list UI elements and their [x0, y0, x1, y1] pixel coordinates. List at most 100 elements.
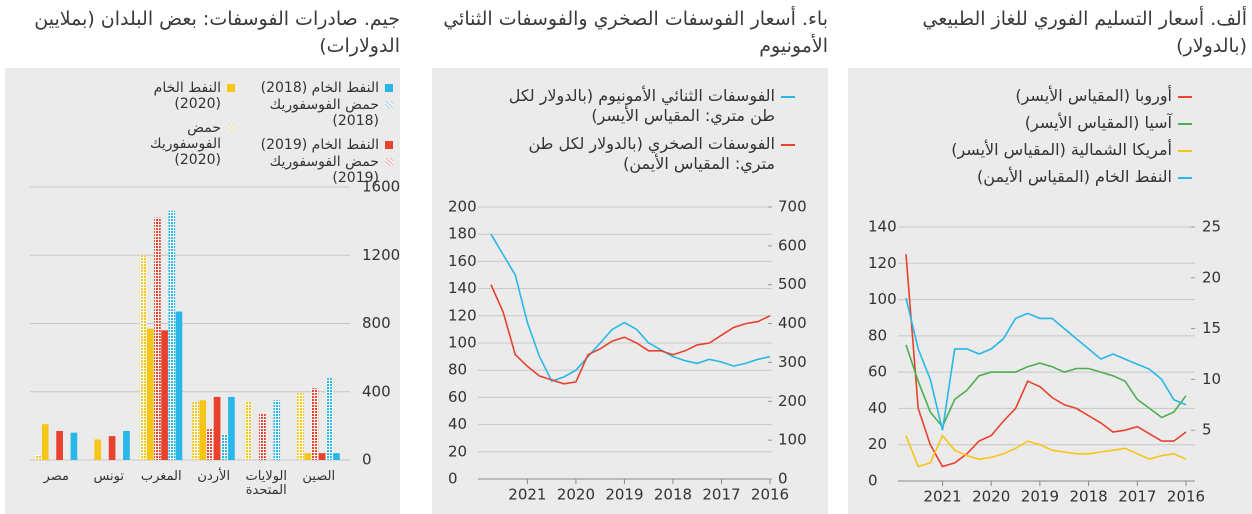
- x-tick-label: الولايات المتحدة: [245, 469, 288, 498]
- chart-title: باء. أسعار الفوسفات الصخري والفوسفات الث…: [443, 8, 828, 57]
- chart-title: جيم. صادرات الفوسفات: بعض البلدان (بملاي…: [34, 8, 400, 57]
- x-tick-label: تونس: [93, 469, 125, 484]
- bar: [154, 217, 161, 460]
- legend-label: النفط الخام (2019): [260, 137, 379, 153]
- legend-entry: النفط الخام (2019): [223, 137, 393, 153]
- bar: [333, 453, 340, 460]
- bar: [259, 413, 266, 460]
- bar: [108, 436, 116, 460]
- legend-marker: [1178, 123, 1192, 125]
- x-tick-label: 2020: [557, 486, 595, 504]
- bar: [297, 393, 304, 460]
- bar: [244, 401, 252, 460]
- legend-label: آسيا (المقياس الأيسر): [1024, 113, 1172, 132]
- y-tick-label: 20: [448, 442, 467, 460]
- y-tick-label: 1600: [362, 178, 400, 196]
- bar: [70, 432, 78, 460]
- x-tick-label: 2018: [654, 486, 692, 504]
- bar: [304, 453, 312, 460]
- legend-entry: أوروبا (المقياس الأيسر): [872, 86, 1192, 106]
- panel-background: [848, 68, 1252, 514]
- legend-entry: حمض الفوسفوريك (2018): [223, 97, 393, 129]
- y2-tick-label: 400: [778, 314, 807, 332]
- x-tick-label: 2016: [751, 486, 789, 504]
- panel-background: [432, 68, 828, 514]
- y-tick-label: 100: [448, 334, 477, 352]
- bar: [139, 255, 147, 460]
- x-tick-label: الصين: [302, 469, 336, 484]
- x-tick-label: 2021: [923, 488, 961, 506]
- data-line: [905, 254, 1187, 468]
- bar: [41, 424, 49, 460]
- bar: [56, 430, 63, 460]
- bar: [94, 439, 102, 460]
- bar: [199, 400, 207, 460]
- bar: [220, 434, 228, 460]
- legend-entry: النفط الخام (المقياس الأيمن): [872, 167, 1192, 187]
- y-tick-label: 80: [868, 326, 887, 344]
- legend-marker: [385, 141, 393, 149]
- bar: [168, 210, 176, 460]
- data-line: [905, 297, 1187, 431]
- bar: [311, 388, 319, 460]
- y-tick-label: 80: [448, 361, 467, 379]
- legend-label: حمض الفوسفوريك (2020): [150, 120, 221, 168]
- legend-marker: [385, 101, 393, 109]
- legend-marker: [385, 84, 393, 92]
- legend-entry: الفوسفات الثنائي الأمونيوم (بالدولار لكل…: [495, 86, 795, 126]
- legend-marker: [781, 144, 795, 146]
- legend-label: النفط الخام (المقياس الأيمن): [977, 167, 1172, 186]
- bar: [206, 429, 214, 460]
- x-tick-label: 2021: [508, 486, 546, 504]
- data-line: [905, 344, 1187, 429]
- legend-label: النفط الخام (2018): [260, 80, 379, 96]
- y-tick-label: 20: [868, 435, 887, 453]
- legend-marker: [1178, 150, 1192, 152]
- legend-label: النفط الخام (2020): [153, 80, 221, 112]
- legend-entry: أمريكا الشمالية (المقياس الأيسر): [872, 140, 1192, 160]
- bar: [161, 330, 168, 460]
- y-tick-label: 140: [868, 218, 897, 236]
- legend-marker: [1178, 177, 1192, 179]
- legend: الفوسفات الثنائي الأمونيوم (بالدولار لكل…: [495, 86, 795, 182]
- x-tick-label: 2019: [1021, 488, 1059, 506]
- y-tick-label: 400: [362, 382, 391, 400]
- y2-tick-label: 0: [778, 470, 788, 488]
- data-line: [905, 434, 1187, 468]
- x-tick-label: 2018: [1070, 488, 1108, 506]
- y2-tick-label: 700: [778, 198, 807, 216]
- bar: [213, 396, 221, 460]
- y-tick-label: 0: [362, 451, 372, 469]
- y-tick-label: 60: [448, 388, 467, 406]
- y-tick-label: 0: [868, 472, 878, 490]
- bar: [273, 400, 281, 460]
- x-tick-label: 2017: [1118, 488, 1156, 506]
- chart-title: ألف. أسعار التسليم الفوري للغاز الطبيعي …: [922, 8, 1247, 57]
- legend-marker: [227, 124, 235, 132]
- x-tick-label: المغرب: [140, 469, 182, 484]
- y-tick-label: 60: [868, 363, 887, 381]
- legend-label: أوروبا (المقياس الأيسر): [1015, 86, 1172, 105]
- legend-entry: النفط الخام (2020): [139, 80, 235, 112]
- legend-entry: النفط الخام (2018): [223, 80, 393, 96]
- y2-tick-label: 20: [1202, 268, 1221, 286]
- y2-tick-label: 15: [1202, 319, 1221, 337]
- y-tick-label: 1200: [362, 246, 400, 264]
- legend-label: أمريكا الشمالية (المقياس الأيسر): [951, 140, 1172, 159]
- y-tick-label: 800: [362, 314, 391, 332]
- y2-tick-label: 200: [778, 392, 807, 410]
- data-line: [490, 284, 771, 385]
- legend-entry: الفوسفات الصخري (بالدولار لكل طن متري: ا…: [495, 134, 795, 174]
- bar: [146, 328, 154, 460]
- y-tick-label: 120: [448, 306, 477, 324]
- x-tick-label: 2019: [605, 486, 643, 504]
- y-tick-label: 200: [448, 198, 477, 216]
- legend-label: حمض الفوسفوريك (2018): [269, 97, 379, 129]
- data-line: [490, 233, 771, 383]
- legend-entry: آسيا (المقياس الأيسر): [872, 113, 1192, 133]
- legend: النفط الخام (2018) حمض الفوسفوريك (2018) ا…: [223, 80, 393, 194]
- x-tick-label: 2017: [702, 486, 740, 504]
- y-tick-label: 120: [868, 254, 897, 272]
- legend: أوروبا (المقياس الأيسر) آسيا (المقياس الأ…: [872, 86, 1192, 194]
